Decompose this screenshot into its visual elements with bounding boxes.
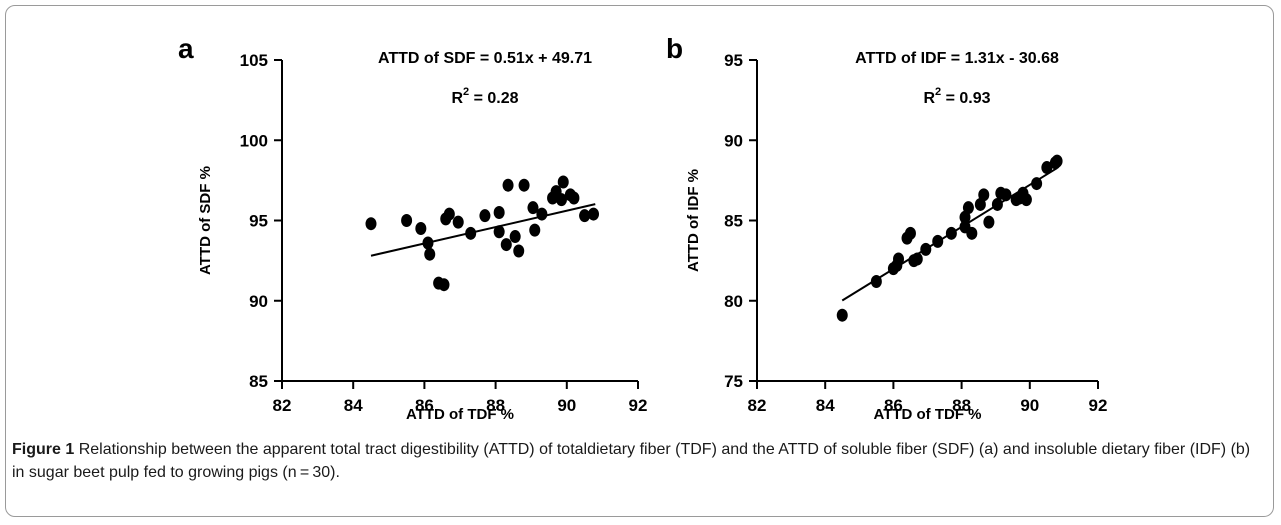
data-point (518, 178, 530, 192)
data-point (452, 215, 464, 229)
data-point (438, 278, 450, 292)
regression-equation: ATTD of IDF = 1.31x - 30.68 (855, 50, 1059, 67)
data-point (415, 222, 427, 236)
data-point (493, 205, 505, 219)
data-point (1051, 154, 1063, 168)
x-tick-label: 82 (748, 396, 767, 415)
y-tick-label: 90 (249, 292, 268, 311)
data-point (1041, 161, 1053, 175)
data-point (1000, 188, 1012, 202)
data-point (557, 175, 569, 189)
x-axis-title: ATTD of TDF % (406, 406, 514, 423)
x-tick-label: 88 (486, 396, 505, 415)
data-point (579, 209, 591, 223)
y-tick-label: 95 (249, 212, 268, 231)
x-tick-label: 92 (629, 396, 648, 415)
data-point (966, 226, 978, 240)
panel-label: a (178, 33, 194, 64)
data-point (479, 209, 491, 223)
data-point (945, 226, 957, 240)
x-tick-label: 84 (344, 396, 363, 415)
data-point (893, 252, 905, 266)
y-tick-label: 80 (724, 292, 743, 311)
x-tick-label: 88 (952, 396, 971, 415)
x-axis-title: ATTD of TDF % (873, 406, 981, 423)
data-point (978, 188, 990, 202)
caption-label: Figure 1 (12, 441, 75, 458)
chart-panel-a: 85 90 95 100 105 82 84 86 88 90 92 ATTD of TDF % ATT… (178, 33, 647, 423)
chart-panel-b: 75 80 85 90 95 82 84 86 88 90 92 ATTD of TDF % ATTD … (666, 33, 1107, 423)
y-axis-title: ATTD of IDF % (685, 169, 702, 272)
y-tick-label: 100 (240, 131, 268, 150)
r-squared-label: R2 = 0.28 (451, 86, 518, 107)
y-axis-title: ATTD of SDF % (197, 166, 214, 275)
data-point (568, 191, 580, 205)
r-squared-superscript: 2 (463, 86, 469, 98)
x-tick-label: 92 (1089, 396, 1108, 415)
data-point (904, 226, 916, 240)
data-point (424, 247, 436, 261)
data-point (443, 207, 455, 221)
y-tick-label: 85 (249, 372, 268, 391)
data-point (1031, 177, 1043, 191)
r-squared-value: = 0.28 (469, 90, 518, 107)
y-tick-label: 95 (724, 51, 743, 70)
data-point (588, 207, 599, 221)
r-squared-symbol: R (923, 90, 935, 107)
data-point (513, 244, 525, 258)
data-point (529, 223, 541, 237)
data-point (401, 214, 413, 227)
data-point (1020, 193, 1032, 207)
data-point (836, 308, 848, 322)
panel-label: b (666, 33, 683, 64)
regression-equation: ATTD of SDF = 0.51x + 49.71 (378, 50, 592, 67)
r-squared-value: = 0.93 (941, 90, 990, 107)
x-tick-label: 86 (884, 396, 903, 415)
data-point (536, 207, 548, 221)
x-tick-label: 84 (816, 396, 835, 415)
data-point (502, 178, 514, 192)
data-point (365, 217, 377, 231)
caption-text: Relationship between the apparent total … (12, 441, 1251, 481)
data-point (932, 234, 944, 248)
figure-canvas: 85 90 95 100 105 82 84 86 88 90 92 ATTD of TDF % ATT… (178, 33, 1107, 423)
regression-line (370, 203, 596, 257)
data-point (509, 230, 521, 244)
data-point (465, 226, 477, 240)
x-tick-label: 82 (273, 396, 292, 415)
data-point (870, 274, 882, 288)
figure-caption: Figure 1 Relationship between the appare… (12, 438, 1262, 484)
data-point (555, 193, 567, 207)
data-point (911, 252, 923, 266)
data-point (527, 201, 539, 215)
y-tick-label: 75 (724, 372, 743, 391)
r-squared-label: R2 = 0.93 (923, 86, 990, 107)
r-squared-symbol: R (451, 90, 463, 107)
data-point (983, 215, 995, 229)
figure-frame (5, 5, 1274, 517)
data-point (422, 236, 434, 250)
data-point (493, 225, 505, 239)
data-point (962, 201, 974, 215)
x-tick-label: 90 (1020, 396, 1039, 415)
data-point (500, 238, 512, 252)
y-tick-label: 90 (724, 131, 743, 150)
x-tick-label: 90 (557, 396, 576, 415)
x-tick-label: 86 (415, 396, 434, 415)
r-squared-superscript: 2 (935, 86, 941, 98)
y-tick-label: 85 (724, 212, 743, 231)
data-point (991, 197, 1003, 211)
y-tick-label: 105 (240, 51, 268, 70)
data-point (920, 242, 932, 256)
